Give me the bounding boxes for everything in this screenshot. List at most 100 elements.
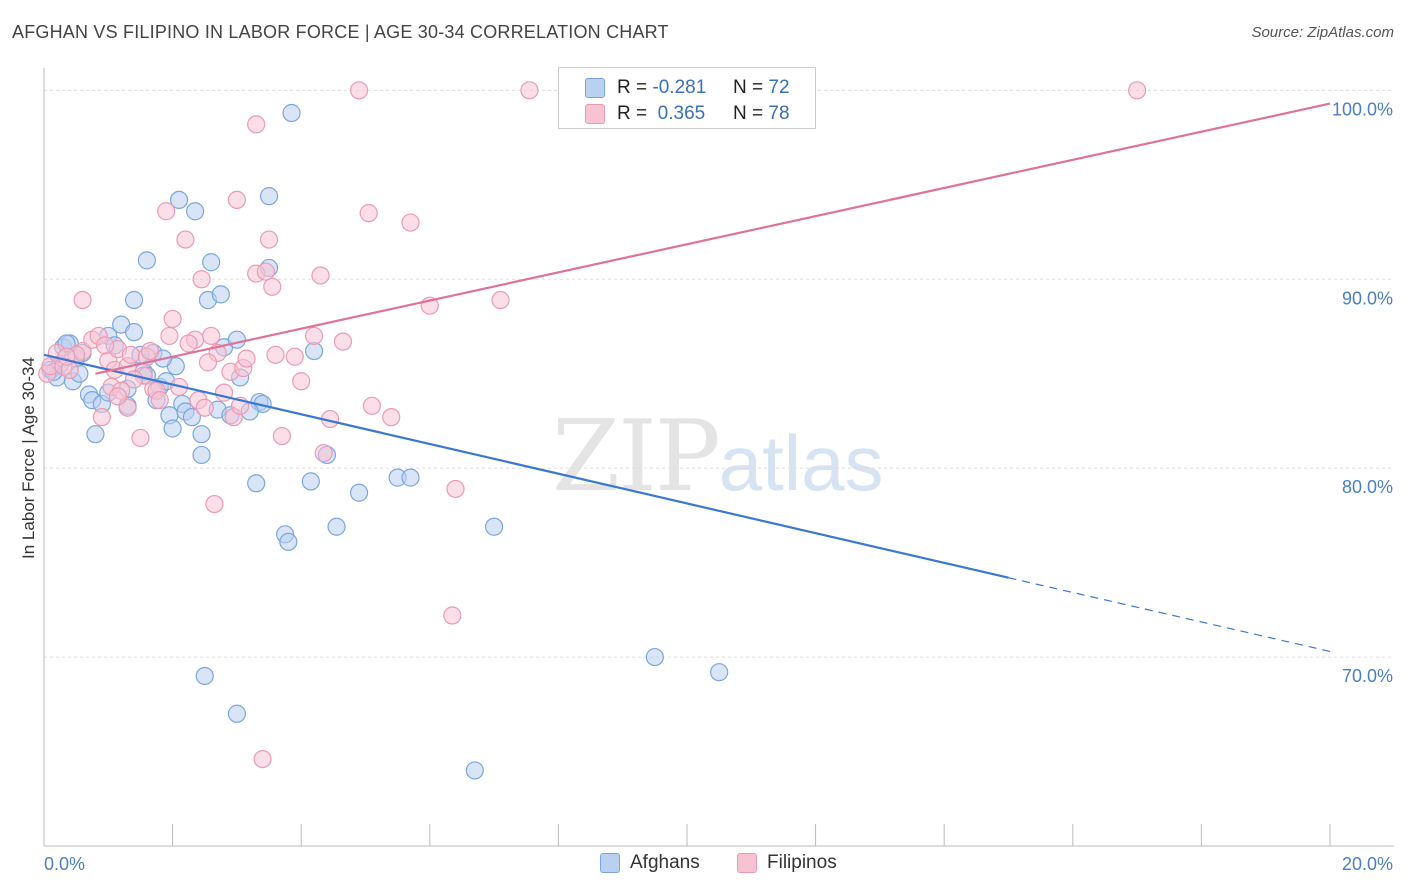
filipino-point <box>140 341 160 361</box>
filipino-point <box>150 391 169 410</box>
afghans-trend-line <box>43 353 1009 579</box>
afghan-point <box>279 532 298 551</box>
filipinos-points <box>38 81 1147 769</box>
filipino-point <box>73 290 92 310</box>
afghan-point <box>124 290 144 310</box>
source-label: Source: ZipAtlas.com <box>1251 24 1394 41</box>
afghan-point <box>304 341 324 361</box>
afghan-point <box>485 517 504 536</box>
filipino-point <box>92 408 111 427</box>
filipino-point <box>491 290 510 310</box>
bottom-legend-afghans[interactable]: Afghans <box>600 852 700 874</box>
afghans-legend-label: Afghans <box>630 852 700 873</box>
y-tick-label: 80.0% <box>1342 477 1393 497</box>
afghan-point <box>710 663 729 682</box>
afghans-r-value: -0.281 <box>652 77 707 98</box>
afghan-point <box>401 468 420 487</box>
filipinos-n-label: N = <box>733 103 764 124</box>
afghan-point <box>227 704 246 723</box>
filipino-point <box>382 408 401 427</box>
filipinos-r-label: R = <box>617 103 648 124</box>
filipino-point <box>349 81 369 100</box>
y-axis-label: In Labor Force | Age 30-34 <box>19 357 38 559</box>
filipino-point <box>160 326 179 346</box>
afghan-point <box>211 285 230 304</box>
filipinos-r-value: 0.365 <box>657 103 706 124</box>
filipino-point <box>362 396 382 415</box>
afghan-point <box>192 445 211 465</box>
afghans-legend-swatch <box>600 853 620 873</box>
tick-labels: 70.0% 80.0% 90.0% 100.0% 0.0% 20.0% <box>44 99 1393 874</box>
filipino-point <box>176 230 195 249</box>
filipino-point <box>256 262 275 281</box>
filipino-point <box>253 749 272 769</box>
filipino-point <box>259 230 279 249</box>
filipino-point <box>304 326 324 346</box>
filipino-point <box>195 398 214 417</box>
afghan-point <box>86 425 105 444</box>
afghans-n-value: 72 <box>768 77 790 98</box>
x-tick-label: 20.0% <box>1342 854 1393 874</box>
filipinos-trend-line <box>95 102 1331 375</box>
filipinos-legend-swatch <box>737 853 757 873</box>
legend: R = -0.281 N = 72 R = 0.365 N = 78 <box>558 67 816 129</box>
afghan-point <box>259 187 279 206</box>
filipino-point <box>247 115 266 134</box>
watermark-atlas: atlas <box>718 419 884 507</box>
filipino-point <box>131 428 150 448</box>
filipino-point <box>520 81 539 100</box>
bottom-legend-filipinos[interactable]: Filipinos <box>737 852 837 874</box>
filipino-point <box>272 426 292 446</box>
y-tick-label: 100.0% <box>1332 99 1393 119</box>
filipinos-swatch <box>585 104 605 124</box>
filipino-point <box>198 353 218 372</box>
filipino-point <box>57 347 76 366</box>
afghan-point <box>124 323 144 342</box>
filipino-point <box>314 443 333 463</box>
afghan-point <box>301 472 320 491</box>
afghan-point <box>327 517 346 536</box>
afghans-r-label: R = <box>617 77 648 98</box>
filipino-point <box>443 606 462 625</box>
chart-title: AFGHAN VS FILIPINO IN LABOR FORCE | AGE … <box>12 22 669 42</box>
filipinos-legend-label: Filipinos <box>767 852 837 873</box>
watermark-zip: ZIP <box>552 400 721 514</box>
afghan-point <box>195 666 214 686</box>
filipino-point <box>157 202 176 221</box>
filipino-point <box>237 349 256 368</box>
filipino-point <box>359 204 378 223</box>
y-tick-label: 90.0% <box>1342 288 1393 308</box>
afghan-point <box>163 419 182 438</box>
filipino-point <box>227 190 246 210</box>
filipino-point <box>1127 81 1147 100</box>
y-tick-label: 70.0% <box>1342 666 1393 686</box>
afghan-point <box>182 408 201 427</box>
afghan-point <box>349 483 369 502</box>
filipino-point <box>108 387 128 406</box>
filipino-point <box>446 479 465 499</box>
filipino-point <box>205 494 224 514</box>
filipino-point <box>333 332 353 351</box>
afghan-point <box>247 474 266 493</box>
filipino-point <box>311 266 330 285</box>
filipino-point <box>163 309 182 329</box>
x-tick-label: 0.0% <box>44 854 85 874</box>
watermark: ZIPatlas <box>552 400 884 514</box>
afghan-point <box>465 761 484 780</box>
afghan-point <box>169 190 189 210</box>
filipino-point <box>292 372 311 391</box>
filipino-point <box>202 326 221 346</box>
afghan-point <box>282 103 301 123</box>
afghan-point <box>137 251 156 270</box>
afghan-point <box>645 647 664 667</box>
filipino-point <box>285 347 304 366</box>
filipino-point <box>192 270 211 289</box>
filipino-point <box>266 345 285 364</box>
filipino-point <box>263 277 282 296</box>
filipinos-n-value: 78 <box>768 103 790 124</box>
filipino-point <box>401 213 420 232</box>
afghan-point <box>227 330 246 349</box>
filipino-point <box>121 345 140 364</box>
afghans-trend-extension <box>1008 577 1331 653</box>
